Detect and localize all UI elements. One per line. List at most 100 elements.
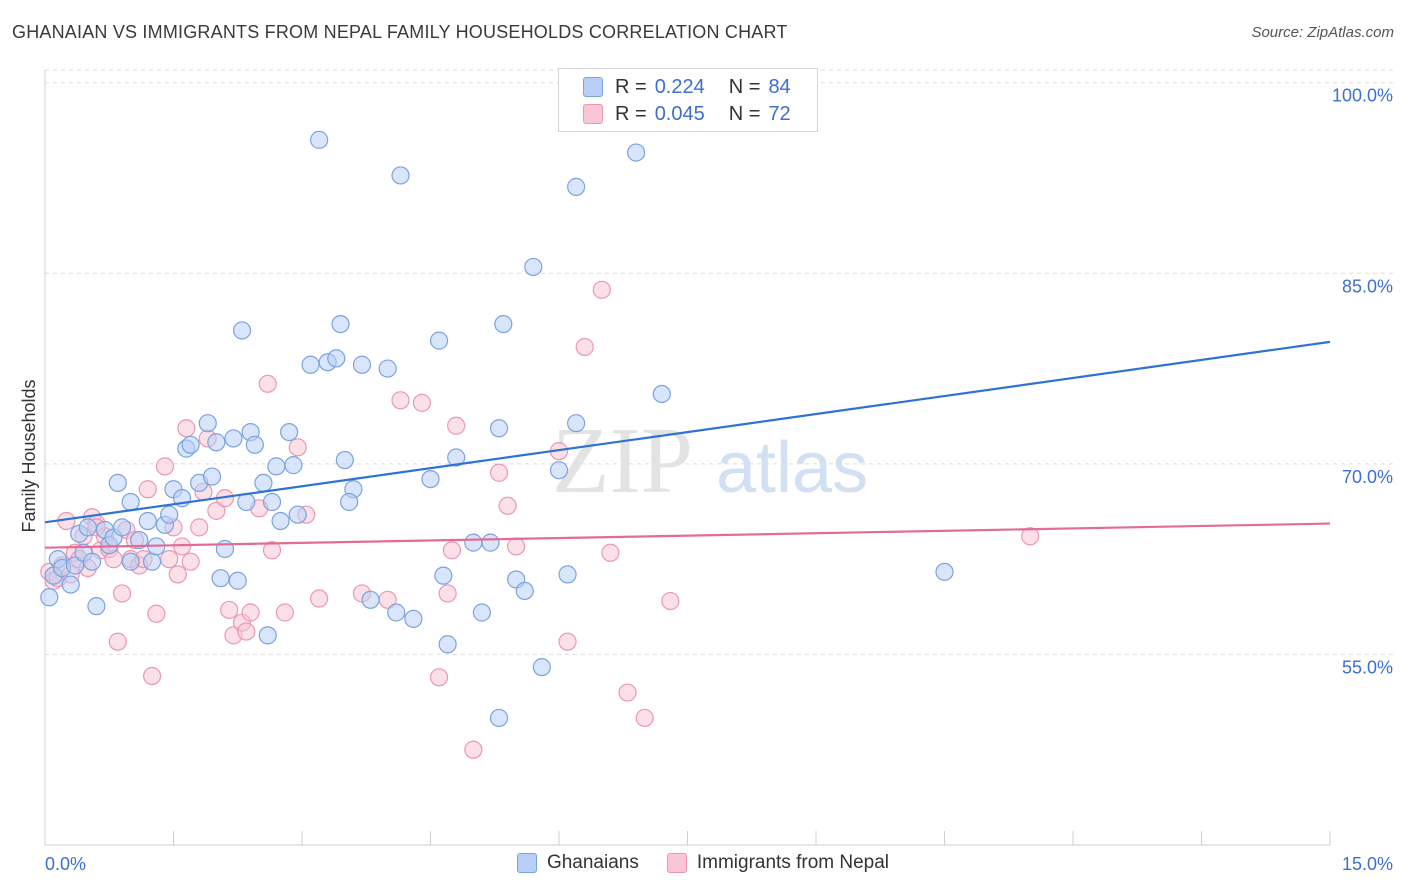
- ghanaian-point: [83, 552, 102, 571]
- ghanaian-point: [262, 492, 282, 512]
- ghanaian-point: [404, 609, 423, 628]
- ghanaian-point: [652, 384, 671, 404]
- ghanaian-point: [232, 321, 252, 340]
- legend-item-ghanaians[interactable]: Ghanaians: [516, 852, 639, 874]
- nepal-point: [288, 438, 307, 457]
- ghanaian-point: [421, 469, 440, 489]
- nepal-point: [142, 666, 162, 686]
- ghanaian-point: [935, 562, 954, 581]
- ghanaian-point: [160, 505, 179, 524]
- ghanaian-point: [387, 603, 406, 622]
- nepal-point: [618, 683, 637, 702]
- series-ghanaians-points: [40, 130, 954, 728]
- nepal-point: [112, 584, 132, 603]
- nepal-point: [181, 552, 200, 571]
- nepal-point: [220, 600, 239, 620]
- ghanaian-point: [142, 552, 162, 571]
- nepal-point: [575, 337, 594, 357]
- ghanaian-point: [524, 257, 543, 277]
- nepal-point: [155, 457, 175, 476]
- ghanaian-point: [361, 590, 380, 609]
- ghanaian-point: [472, 603, 491, 622]
- ghanaian-point: [567, 177, 586, 196]
- nepal-point: [237, 622, 256, 641]
- ghanaian-point: [258, 626, 277, 645]
- ghanaian-point: [130, 530, 149, 550]
- nepal-point: [412, 393, 432, 412]
- ghanaian-point: [489, 419, 509, 438]
- n-label: N =: [728, 102, 761, 125]
- y-tick-label: 70.0%: [1342, 467, 1393, 487]
- nepal-point: [160, 550, 179, 569]
- nepal-point: [1021, 527, 1040, 546]
- ghanaian-point: [78, 518, 97, 537]
- ghanaian-point: [284, 456, 303, 475]
- nepal-point: [207, 501, 226, 520]
- ghanaian-point: [288, 505, 307, 524]
- nepal-point: [262, 541, 282, 560]
- ghanaian-point: [112, 518, 132, 537]
- ghanaian-point: [245, 435, 264, 454]
- legend-stats: R = 0.224 N = 84 R = 0.045 N = 72: [558, 68, 818, 132]
- ghanaian-point: [438, 635, 457, 654]
- chart-title: GHANAIAN VS IMMIGRANTS FROM NEPAL FAMILY…: [12, 22, 788, 42]
- ghanaian-point: [310, 130, 329, 149]
- nepal-point: [190, 518, 209, 537]
- nepal-point: [168, 565, 187, 584]
- ghanaian-point: [567, 414, 586, 433]
- nepal-point: [391, 391, 410, 410]
- nepal-point: [464, 740, 483, 759]
- nepal-point: [601, 543, 620, 562]
- ghanaian-point: [335, 450, 354, 470]
- series-nepal-points: [40, 280, 1040, 759]
- nepal-point: [447, 416, 466, 435]
- ghanaian-point: [121, 492, 140, 512]
- y-tick-label: 85.0%: [1342, 276, 1393, 296]
- series-legend: Ghanaians Immigrants from Nepal: [0, 852, 1406, 874]
- ghanaian-point: [267, 457, 286, 476]
- ghanaian-point: [301, 355, 320, 374]
- ghanaian-point: [215, 539, 234, 559]
- legend-label: Ghanaians: [546, 852, 639, 873]
- legend-stats-row-ghanaians: R = 0.224 N = 84: [583, 74, 815, 100]
- ghanaian-point: [558, 565, 577, 584]
- nepal-point: [661, 591, 680, 611]
- n-label: N =: [728, 75, 761, 98]
- ghanaian-point: [40, 588, 59, 607]
- nepal-point: [558, 632, 577, 651]
- trend-line-nepal: [44, 522, 1331, 549]
- r-label: R =: [615, 102, 647, 125]
- ghanaian-point: [138, 511, 157, 531]
- ghanaian-point: [331, 314, 350, 334]
- ghanaian-point: [327, 349, 346, 368]
- ghanaian-point: [228, 571, 247, 590]
- ghanaian-point: [378, 359, 397, 378]
- legend-swatch-pink: [666, 853, 687, 873]
- ghanaian-point: [108, 473, 127, 493]
- nepal-point: [507, 537, 526, 556]
- y-axis-label: Family Households: [19, 379, 39, 532]
- watermark: ZIP atlas: [552, 409, 868, 513]
- legend-label: Immigrants from Nepal: [696, 852, 890, 873]
- legend-item-nepal[interactable]: Immigrants from Nepal: [666, 852, 890, 874]
- ghanaian-point: [224, 429, 243, 448]
- ghanaian-point: [352, 355, 372, 374]
- ghanaian-point: [447, 448, 466, 467]
- n-value: 72: [768, 102, 791, 125]
- ghanaian-point: [237, 492, 256, 512]
- nepal-point: [635, 708, 654, 728]
- x-tick-label: 15.0%: [1342, 854, 1393, 874]
- ghanaian-point: [271, 511, 290, 531]
- tick-labels: 55.0% 70.0% 85.0% 100.0% 0.0% 15.0%: [45, 86, 1393, 874]
- n-value: 84: [768, 75, 791, 98]
- ghanaian-point: [207, 433, 226, 452]
- ghanaian-point: [391, 166, 410, 185]
- y-tick-label: 100.0%: [1332, 86, 1393, 106]
- legend-swatch-blue: [583, 77, 603, 97]
- nepal-point: [438, 584, 457, 603]
- nepal-point: [442, 541, 462, 560]
- ghanaian-point: [340, 492, 359, 512]
- ghanaian-point: [87, 597, 106, 616]
- trend-line-ghanaians: [44, 340, 1331, 524]
